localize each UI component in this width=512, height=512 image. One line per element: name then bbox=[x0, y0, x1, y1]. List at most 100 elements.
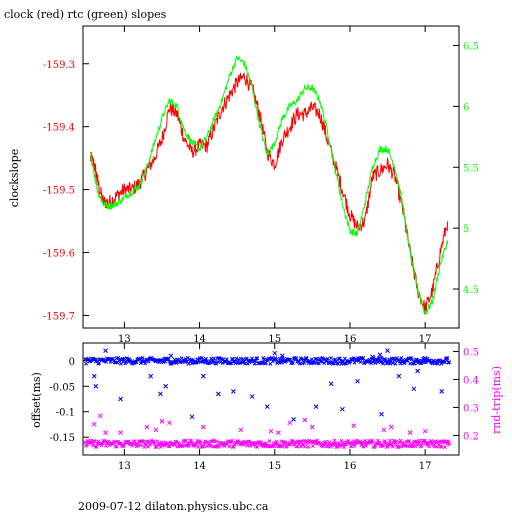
data-point-rnd-trip bbox=[280, 444, 285, 449]
data-point-rnd-trip bbox=[323, 439, 328, 444]
data-point-rnd-trip bbox=[136, 442, 141, 447]
data-point-offset bbox=[336, 361, 340, 366]
data-point-rnd-trip bbox=[377, 440, 382, 445]
outlier-point-offset bbox=[91, 373, 97, 379]
offset-left-tick-label: -0.1 bbox=[56, 408, 75, 419]
outlier-point-rnd-trip bbox=[381, 427, 387, 433]
outlier-point-offset bbox=[379, 411, 384, 417]
outlier-point-offset bbox=[231, 389, 236, 394]
data-point-rnd-trip bbox=[83, 440, 88, 445]
data-point-offset bbox=[252, 361, 257, 366]
data-point-offset bbox=[255, 356, 260, 361]
data-point-offset bbox=[412, 361, 417, 366]
data-point-rnd-trip bbox=[230, 438, 235, 443]
slope-chart-frame bbox=[82, 25, 460, 329]
outlier-point-offset bbox=[340, 406, 345, 412]
outlier-point-rnd-trip bbox=[167, 420, 172, 426]
data-point-rnd-trip bbox=[342, 445, 347, 450]
outlier-point-offset bbox=[148, 373, 154, 379]
data-point-offset bbox=[229, 361, 234, 365]
data-point-offset bbox=[447, 360, 452, 364]
data-point-rnd-trip bbox=[196, 445, 201, 449]
outlier-point-offset bbox=[370, 354, 375, 360]
offset-chart: 13 14 15 16 17 0-0.05-0.1-0.15 0.50.40.30.2 … bbox=[30, 342, 503, 472]
outlier-point-rnd-trip bbox=[238, 427, 244, 433]
data-point-rnd-trip bbox=[132, 439, 137, 444]
data-point-offset bbox=[383, 358, 388, 363]
data-point-offset bbox=[238, 356, 243, 361]
series-points-offset bbox=[83, 348, 452, 422]
data-point-offset bbox=[204, 356, 208, 361]
data-point-rnd-trip bbox=[399, 444, 404, 449]
data-point-offset bbox=[224, 357, 229, 362]
outlier-point-rnd-trip bbox=[103, 430, 108, 435]
outlier-point-rnd-trip bbox=[422, 428, 428, 434]
offset-x-tick-label: 13 bbox=[118, 461, 131, 472]
data-point-offset bbox=[199, 356, 204, 361]
outlier-point-rnd-trip bbox=[118, 430, 123, 435]
data-point-rnd-trip bbox=[217, 445, 221, 449]
data-point-offset bbox=[348, 359, 353, 364]
offset-x-tick-label: 17 bbox=[419, 461, 432, 472]
outlier-point-offset bbox=[422, 355, 428, 361]
slope-x-tick-label: 15 bbox=[268, 334, 281, 345]
offset-right-tick-label: 0.5 bbox=[463, 347, 479, 358]
data-point-offset bbox=[234, 356, 239, 361]
data-point-offset bbox=[111, 356, 116, 361]
data-point-rnd-trip bbox=[290, 439, 295, 444]
offset-right-tick-label: 0.3 bbox=[463, 403, 479, 414]
slope-right-tick-label: 4.5 bbox=[463, 285, 479, 296]
outlier-point-rnd-trip bbox=[200, 424, 206, 430]
data-point-offset bbox=[381, 361, 386, 366]
outlier-point-offset bbox=[264, 404, 270, 409]
offset-right-tick-label: 0.2 bbox=[463, 431, 479, 442]
data-point-rnd-trip bbox=[211, 438, 216, 443]
outlier-point-offset bbox=[168, 353, 174, 359]
offset-x-ticks: 13 14 15 16 17 bbox=[118, 343, 432, 472]
data-point-rnd-trip bbox=[439, 444, 444, 449]
slope-left-tick-label: -159.7 bbox=[43, 311, 75, 322]
data-point-rnd-trip bbox=[388, 438, 393, 443]
offset-right-tick-label: 0.4 bbox=[463, 375, 479, 386]
outlier-point-rnd-trip bbox=[302, 417, 308, 423]
offset-left-tick-label: -0.15 bbox=[49, 433, 75, 444]
slope-y-axis-label: clockslope bbox=[8, 149, 21, 207]
outlier-point-offset bbox=[103, 348, 108, 353]
outlier-point-offset bbox=[272, 350, 278, 356]
outlier-point-offset bbox=[200, 373, 206, 379]
offset-y-axis-label: offset(ms) bbox=[30, 372, 43, 428]
data-point-rnd-trip bbox=[274, 439, 279, 444]
data-point-rnd-trip bbox=[151, 439, 156, 444]
data-point-offset bbox=[108, 360, 113, 364]
slope-series-layer bbox=[90, 55, 449, 316]
outlier-point-offset bbox=[411, 386, 417, 392]
slope-right-ticks: 6.5 6 5.5 5 4.5 bbox=[453, 41, 479, 296]
data-point-offset bbox=[260, 360, 265, 365]
slope-x-tick-label: 14 bbox=[193, 334, 206, 345]
data-point-offset bbox=[302, 360, 307, 365]
data-point-rnd-trip bbox=[306, 445, 311, 449]
data-point-rnd-trip bbox=[389, 442, 394, 447]
data-point-offset bbox=[393, 361, 398, 366]
outlier-point-rnd-trip bbox=[144, 424, 150, 430]
outlier-point-offset bbox=[158, 391, 163, 397]
data-point-offset bbox=[399, 356, 404, 361]
data-point-rnd-trip bbox=[275, 441, 280, 446]
outlier-point-offset bbox=[216, 391, 221, 397]
rndtrip-y-axis-label: rnd-trip(ms) bbox=[490, 366, 503, 434]
data-point-offset bbox=[134, 360, 139, 365]
data-point-offset bbox=[310, 357, 314, 362]
data-point-rnd-trip bbox=[198, 441, 203, 445]
data-point-rnd-trip bbox=[153, 444, 158, 449]
data-point-offset bbox=[279, 360, 284, 365]
outlier-point-rnd-trip bbox=[407, 430, 413, 435]
data-point-rnd-trip bbox=[361, 444, 366, 449]
data-point-rnd-trip bbox=[413, 444, 418, 449]
slope-left-tick-label: -159.6 bbox=[43, 249, 75, 260]
series-points-rnd-trip bbox=[83, 413, 452, 450]
data-point-offset bbox=[379, 356, 384, 361]
data-point-rnd-trip bbox=[138, 443, 143, 448]
data-point-rnd-trip bbox=[94, 444, 99, 449]
data-point-rnd-trip bbox=[310, 444, 315, 449]
outlier-point-rnd-trip bbox=[91, 421, 97, 427]
